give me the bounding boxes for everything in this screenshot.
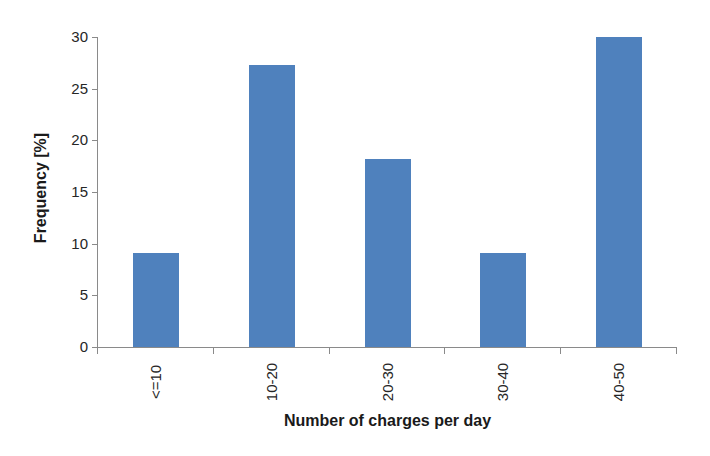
x-tick-label: 40-50	[610, 363, 628, 401]
x-tick	[560, 348, 561, 354]
x-tick	[676, 348, 677, 354]
x-axis-line	[97, 347, 677, 348]
y-tick	[92, 140, 98, 141]
y-tick-label: 10	[44, 235, 88, 253]
y-tick-label: 30	[44, 28, 88, 46]
bar-40-50	[596, 37, 642, 347]
bar-30-40	[480, 253, 526, 347]
x-tick	[444, 348, 445, 354]
x-axis-title: Number of charges per day	[98, 411, 677, 431]
y-tick-label: 0	[44, 338, 88, 356]
y-tick	[92, 37, 98, 38]
y-tick-label: 15	[44, 183, 88, 201]
y-tick-label: 20	[44, 131, 88, 149]
x-tick-label: 30-40	[494, 363, 512, 401]
bar-10-20	[249, 65, 295, 347]
x-tick	[329, 348, 330, 354]
bar-20-30	[365, 159, 411, 347]
x-tick-label: 20-30	[379, 363, 397, 401]
x-tick-label: 10-20	[263, 363, 281, 401]
y-tick-label: 5	[44, 286, 88, 304]
y-tick	[92, 89, 98, 90]
frequency-bar-chart: Frequency [%] Number of charges per day …	[0, 0, 710, 456]
x-tick	[213, 348, 214, 354]
y-tick	[92, 192, 98, 193]
y-tick-label: 25	[44, 80, 88, 98]
x-tick-label: <=10	[147, 365, 165, 399]
x-tick	[97, 348, 98, 354]
y-tick	[92, 244, 98, 245]
y-tick	[92, 295, 98, 296]
bar-<=10	[133, 253, 179, 347]
